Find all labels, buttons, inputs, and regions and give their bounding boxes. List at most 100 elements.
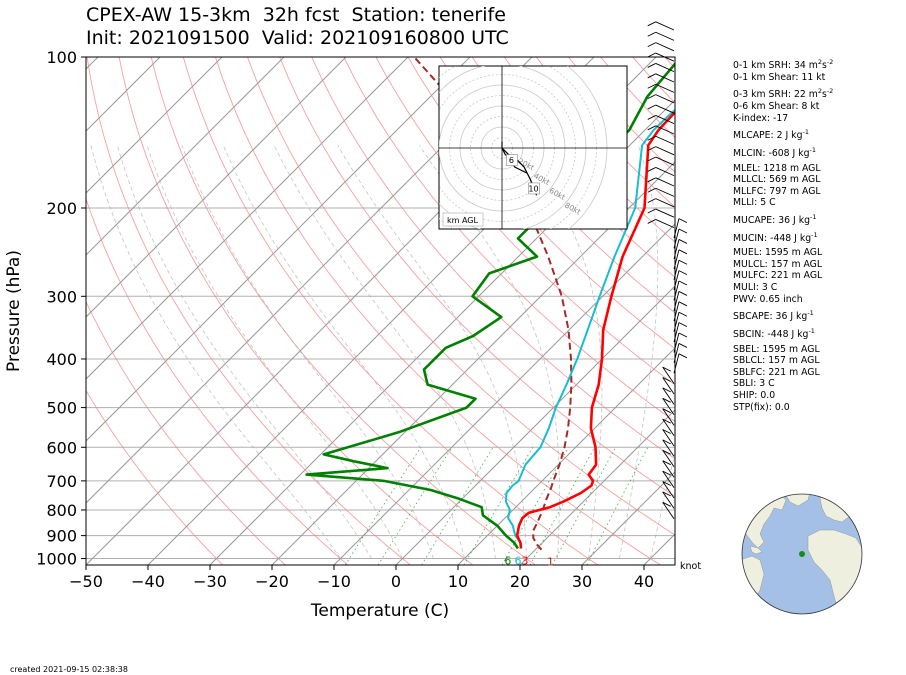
stat-row: MULI: 3 C (733, 282, 778, 294)
wind-barb-flag (678, 322, 688, 328)
dry-adiabat (86, 389, 224, 565)
mixing-ratio-line (463, 447, 534, 565)
wind-barb (647, 125, 675, 135)
stat-row: SBCAPE: 36 J kg-1 (733, 309, 814, 323)
wind-barb-staff (655, 63, 675, 73)
stat-row: 0-6 km Shear: 8 kt (733, 100, 820, 112)
wind-barb-staff (655, 94, 675, 104)
wind-barb-flag (678, 291, 688, 296)
y-tick-label: 100 (46, 48, 77, 67)
x-tick-label: −40 (131, 572, 165, 591)
wind-barb (647, 177, 675, 187)
stat-row: SBLFC: 221 m AGL (733, 366, 820, 378)
stat-row: MLLFC: 797 m AGL (733, 185, 821, 197)
wind-barb-flag (647, 187, 656, 193)
stat-row: SBEL: 1595 m AGL (733, 343, 820, 355)
y-tick-label: 1000 (36, 550, 77, 569)
wind-barb-flag (647, 125, 656, 131)
locator-globe (741, 493, 863, 615)
wind-barb-staff (655, 156, 675, 166)
hodograph-label-box (442, 212, 484, 227)
wind-barb-flag (647, 208, 656, 214)
hodograph-height-marker: 6 (509, 156, 514, 165)
dry-adiabat (375, 57, 675, 386)
axes: −50 −40 −30 −20 −10 0 10 20 30 40 100 200 300 400 500 6… (36, 48, 654, 591)
wind-barb-flag (662, 449, 671, 455)
isotherm (395, 285, 675, 565)
wind-barb (662, 460, 675, 478)
wind-barb-staff (662, 418, 675, 436)
land-central-america (749, 545, 763, 555)
wind-barb-flag (647, 198, 656, 204)
stability-indices-panel: 0-1 km SRH: 34 m2s-2 0-1 km Shear: 11 kt 0… (733, 57, 833, 413)
moist-adiabat (90, 145, 341, 559)
wind-barb-flag (678, 239, 688, 244)
y-tick-label: 700 (46, 472, 77, 491)
wind-barb-flag (662, 408, 671, 414)
wind-barb-flag (647, 146, 656, 152)
wind-barb-flag (647, 156, 656, 162)
wind-barb-flag (678, 301, 688, 307)
wind-barb-staff (655, 21, 675, 31)
wind-barb-flag (647, 94, 656, 100)
wind-barb-staff (662, 429, 675, 447)
wind-barb (647, 208, 675, 218)
dry-adiabat (118, 57, 474, 565)
mixing-ratio-line (586, 447, 649, 565)
dry-adiabat (311, 57, 675, 460)
wind-barb-flag (678, 353, 688, 359)
dry-adiabat (407, 57, 675, 350)
wind-barb-flag (662, 429, 671, 434)
x-axis-label: Temperature (C) (310, 601, 449, 621)
wind-barb (647, 219, 675, 229)
stat-row: MLEL: 1218 m AGL (733, 162, 821, 174)
wind-barb-staff (662, 460, 675, 478)
wind-barb-flag (662, 397, 671, 403)
wind-barb (662, 481, 675, 499)
dry-adiabat (182, 57, 599, 565)
wind-barb-flag (678, 218, 688, 224)
wind-barb-staff (655, 187, 675, 197)
wind-barb-staff (655, 42, 675, 52)
isotherm (86, 57, 347, 318)
wind-barb-staff (662, 450, 675, 468)
wind-barb-flag (662, 387, 671, 393)
dry-adiabat (343, 57, 675, 423)
wind-barb-flag (647, 52, 656, 58)
wind-barb-flag (647, 219, 656, 224)
wind-barb (673, 218, 688, 239)
wind-barb-flag (647, 31, 656, 37)
wind-barb (662, 418, 675, 436)
x-tick-label: 0 (391, 572, 401, 591)
wind-barb (662, 470, 675, 488)
wind-barb-flag (678, 332, 688, 338)
wind-barb (662, 429, 675, 447)
wind-barb-flag (662, 470, 671, 476)
wind-barb-flag (678, 259, 688, 265)
wind-barb-staff (662, 387, 675, 405)
wind-barb (662, 397, 675, 416)
stat-row: 0-3 km SRH: 22 m2s-2 (733, 87, 834, 101)
stat-row: SBLCL: 157 m AGL (733, 355, 820, 367)
wind-barb (647, 167, 675, 177)
wind-barb (662, 408, 675, 426)
hodograph-frame (438, 65, 628, 230)
temperature-surface-label: 3 (521, 555, 528, 568)
wind-barb-flag (647, 177, 656, 183)
stat-row: MLCAPE: 2 J kg-1 (733, 128, 809, 142)
wind-barb-flag (647, 135, 656, 141)
x-tick-label: 40 (634, 572, 654, 591)
moist-adiabat (523, 145, 603, 559)
wetbulb-profile (504, 108, 675, 549)
wind-barb-staff (662, 398, 675, 416)
wind-barb (647, 104, 675, 114)
y-tick-label: 200 (46, 199, 77, 218)
dry-adiabat (214, 57, 661, 565)
stat-row: K-index: -17 (733, 112, 789, 124)
wind-barb (647, 135, 675, 145)
dry-adiabat (471, 57, 675, 278)
hodograph-height-marker-box (506, 154, 518, 166)
moist-adiabat (116, 145, 372, 559)
